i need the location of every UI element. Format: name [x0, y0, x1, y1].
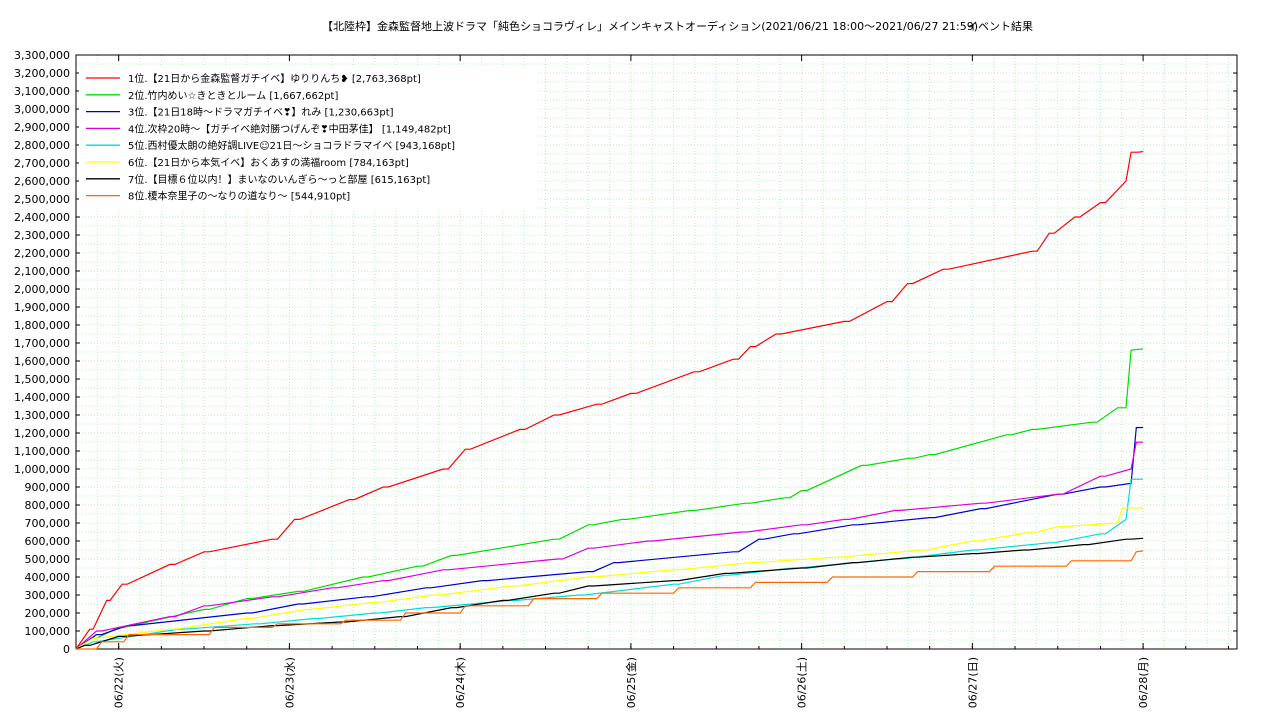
y-tick-label: 1,400,000	[14, 391, 70, 404]
series-line-4	[75, 441, 1144, 650]
y-tick-label: 3,300,000	[14, 49, 70, 62]
legend-box	[79, 65, 536, 211]
y-tick-label: 2,100,000	[14, 265, 70, 278]
y-tick-label: 700,000	[25, 517, 71, 530]
y-tick-label: 1,800,000	[14, 319, 70, 332]
y-tick-label: 2,400,000	[14, 211, 70, 224]
y-tick-label: 3,100,000	[14, 85, 70, 98]
y-tick-label: 2,700,000	[14, 157, 70, 170]
y-tick-label: 3,200,000	[14, 67, 70, 80]
y-tick-label: 2,800,000	[14, 139, 70, 152]
y-tick-label: 100,000	[25, 625, 71, 638]
y-tick-label: 200,000	[25, 607, 71, 620]
y-tick-label: 1,300,000	[14, 409, 70, 422]
series-line-8	[76, 550, 1144, 650]
legend-entry-5: 5位.西村優太朗の絶好調LIVE☺21日〜ショコラドラマイベ [943,168p…	[128, 139, 455, 152]
y-tick-label: 1,200,000	[14, 427, 70, 440]
y-tick-label: 900,000	[25, 481, 71, 494]
y-tick-label: 500,000	[25, 553, 71, 566]
y-tick-label: 800,000	[25, 499, 71, 512]
y-tick-label: 2,600,000	[14, 175, 70, 188]
y-tick-label: 1,900,000	[14, 301, 70, 314]
x-tick-label: 06/25(金)	[624, 657, 638, 708]
legend-entry-4: 4位.次枠20時〜【ガチイベ絶対勝つげんぞ❣中田茅佳】 [1,149,482pt…	[128, 122, 451, 135]
y-tick-label: 1,600,000	[14, 355, 70, 368]
chart-subtitle: イベント結果	[967, 19, 1033, 33]
legend-entry-1: 1位.【21日から金森監督ガチイベ】ゆりりんち❥ [2,763,368pt]	[128, 72, 421, 85]
y-tick-label: 2,200,000	[14, 247, 70, 260]
x-axis: 06/22(火) 06/23(水) 06/24(木) 06/25(金) 06/26(土)…	[75, 55, 1229, 708]
y-tick-label: 0	[63, 643, 70, 656]
y-tick-label: 3,000,000	[14, 103, 70, 116]
y-tick-label: 1,100,000	[14, 445, 70, 458]
y-tick-label: 2,300,000	[14, 229, 70, 242]
legend-entry-7: 7位.【目標６位以内！】まいなのいんぎら〜っと部屋 [615,163pt]	[128, 173, 430, 186]
legend-entry-6: 6位.【21日から本気イベ】おくあすの満福room [784,163pt]	[128, 156, 409, 169]
plot-frame	[75, 54, 1238, 650]
y-axis: 0 100,000 200,000 300,000 400,000 500,000 600,…	[14, 49, 1237, 656]
y-tick-label: 1,000,000	[14, 463, 70, 476]
y-tick-label: 2,900,000	[14, 121, 70, 134]
x-tick-label: 06/24(木)	[454, 657, 467, 708]
y-tick-label: 300,000	[25, 589, 71, 602]
y-tick-label: 2,500,000	[14, 193, 70, 206]
x-tick-label: 06/28(月)	[1137, 657, 1150, 708]
x-tick-label: 06/23(水)	[283, 657, 296, 708]
x-tick-label: 06/26(土)	[796, 657, 809, 708]
series-line-7	[75, 537, 1144, 650]
series-line-3	[75, 426, 1144, 650]
legend-entry-2: 2位.竹内めい☆きときとルーム [1,667,662pt]	[128, 89, 338, 102]
series-line-5	[75, 478, 1144, 650]
series-lines	[75, 151, 1144, 650]
chart-title: 【北陸枠】金森監督地上波ドラマ「純色ショコラヴィレ」メインキャストオーディション…	[322, 19, 978, 33]
x-tick-label: 06/27(日)	[966, 657, 979, 708]
series-line-1	[75, 151, 1144, 650]
y-tick-label: 1,500,000	[14, 373, 70, 386]
legend: 1位.【21日から金森監督ガチイベ】ゆりりんち❥ [2,763,368pt] 2位…	[79, 65, 536, 211]
series-line-2	[75, 348, 1144, 650]
x-tick-label: 06/22(火)	[113, 657, 126, 708]
legend-entry-3: 3位.【21日18時〜ドラマガチイベ❣】れみ [1,230,663pt]	[128, 106, 394, 119]
y-tick-label: 1,700,000	[14, 337, 70, 350]
y-tick-label: 400,000	[25, 571, 71, 584]
legend-entry-8: 8位.榎本奈里子の〜なりの道なり〜 [544,910pt]	[128, 190, 350, 203]
y-tick-label: 600,000	[25, 535, 71, 548]
y-tick-label: 2,000,000	[14, 283, 70, 296]
series-line-6	[75, 507, 1144, 650]
